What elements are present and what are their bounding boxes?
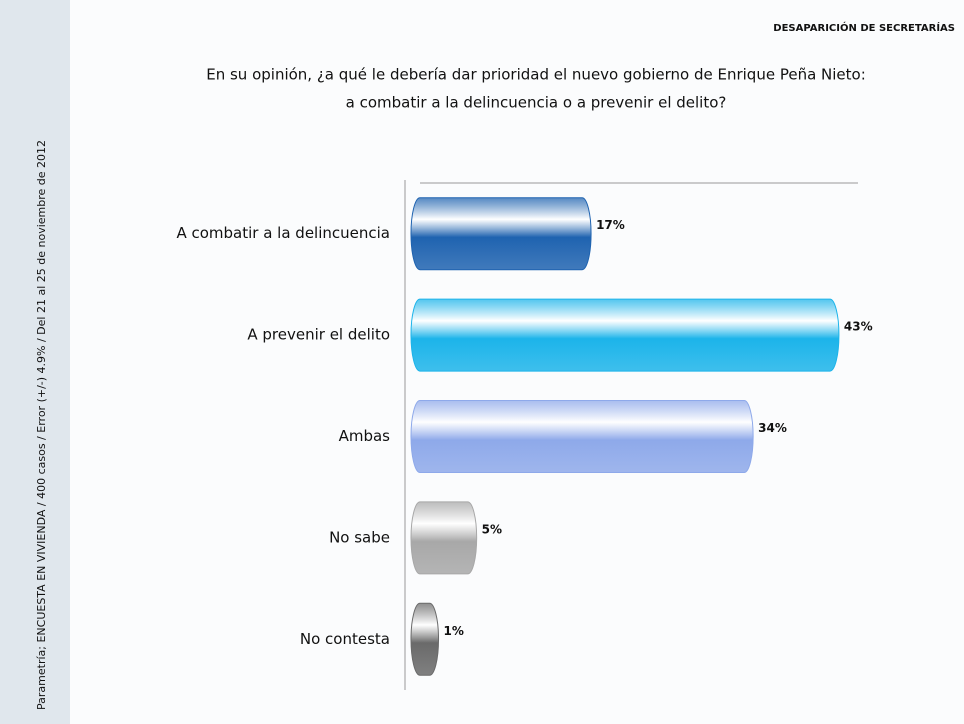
category-label: No sabe (329, 528, 390, 546)
chart-title: En su opinión, ¿a qué le debería dar pri… (206, 66, 866, 84)
category-label: Ambas (339, 427, 391, 445)
source-note: Parametría; ENCUESTA EN VIVIENDA / 400 c… (35, 140, 48, 710)
bar (410, 298, 840, 372)
value-label: 5% (482, 522, 502, 536)
category-label: A prevenir el delito (247, 326, 390, 344)
header: DESAPARICIÓN DE SECRETARÍAS (773, 21, 955, 34)
chart-title: a combatir a la delincuencia o a preveni… (346, 94, 727, 112)
side-strip (0, 0, 70, 724)
value-label: 34% (758, 421, 787, 435)
bar (410, 197, 592, 271)
bar (410, 400, 754, 473)
category-label: A combatir a la delincuencia (176, 224, 390, 242)
category-label: No contesta (300, 630, 390, 648)
value-label: 17% (596, 218, 625, 232)
bar (410, 602, 440, 676)
value-label: 43% (844, 320, 873, 334)
bar (410, 501, 478, 575)
value-label: 1% (444, 624, 464, 638)
